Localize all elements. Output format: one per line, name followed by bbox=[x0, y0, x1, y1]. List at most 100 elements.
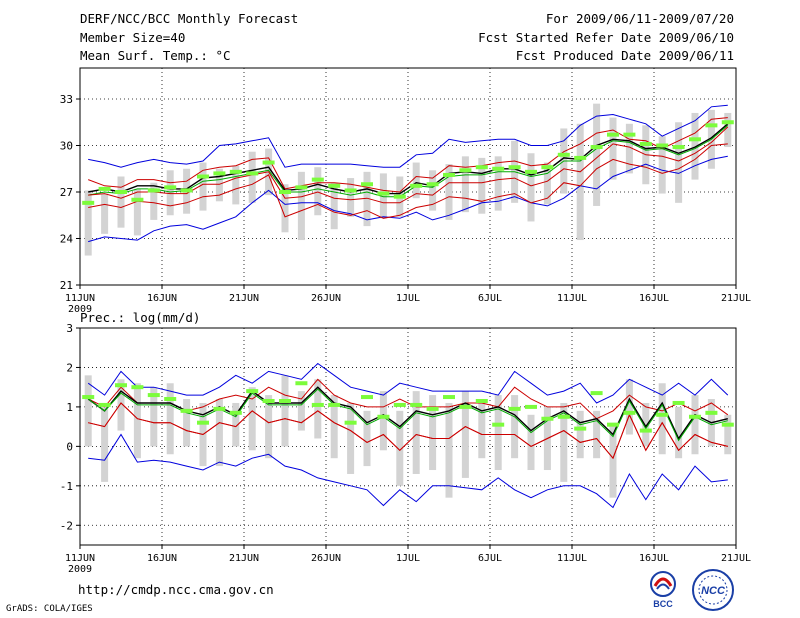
temp-ytick-label: 27 bbox=[60, 186, 73, 199]
temp-box bbox=[412, 162, 420, 199]
prec-marker bbox=[541, 416, 554, 421]
prec-box bbox=[396, 410, 404, 486]
prec-marker bbox=[197, 420, 209, 425]
prec-marker bbox=[115, 383, 127, 388]
prec-box bbox=[642, 402, 650, 447]
temp-xtick-label: 21JUN bbox=[229, 293, 259, 304]
prec-xtick-label: 21JUL bbox=[721, 553, 751, 564]
header-line1-right: For 2009/06/11-2009/07/20 bbox=[545, 11, 734, 26]
prec-box bbox=[248, 387, 256, 451]
prec-marker bbox=[180, 408, 193, 413]
prec-marker bbox=[639, 428, 652, 433]
temp-marker bbox=[721, 120, 734, 125]
header-line2-right: Fcst Started Refer Date 2009/06/10 bbox=[478, 30, 734, 45]
prec-marker bbox=[262, 398, 275, 403]
prec-marker bbox=[229, 410, 242, 415]
prec-xtick-label: 6JUL bbox=[478, 553, 502, 564]
prec-marker bbox=[295, 381, 308, 386]
temp-marker bbox=[426, 182, 439, 187]
temp-box bbox=[232, 165, 240, 205]
prec-line-spread-hi bbox=[87, 378, 729, 420]
prec-box bbox=[232, 402, 240, 447]
temp-marker bbox=[295, 185, 308, 190]
temp-box bbox=[543, 162, 551, 205]
temp-marker bbox=[393, 194, 406, 199]
temp-box bbox=[724, 112, 732, 148]
prec-xtick-label: 11JUN bbox=[65, 553, 95, 564]
temp-marker bbox=[557, 152, 570, 157]
prec-box bbox=[347, 402, 355, 474]
temp-xtick-label: 11JUL bbox=[557, 293, 587, 304]
temp-box bbox=[527, 153, 535, 222]
header-line3-right: Fcst Produced Date 2009/06/11 bbox=[515, 48, 734, 63]
temp-line-upper bbox=[88, 104, 728, 168]
prec-box bbox=[445, 402, 453, 498]
temp-line-spread-lo bbox=[88, 126, 729, 204]
prec-xtick-label: 21JUN bbox=[229, 553, 259, 564]
prec-box bbox=[494, 395, 502, 471]
temp-box bbox=[478, 157, 486, 214]
temp-line-mean bbox=[88, 123, 729, 195]
prec-line-mean bbox=[87, 386, 728, 440]
prec-line-min bbox=[88, 402, 728, 460]
temp-marker bbox=[328, 183, 341, 188]
prec-marker bbox=[557, 414, 570, 419]
prec-box bbox=[183, 399, 191, 447]
temp-marker bbox=[197, 174, 209, 179]
prec-box bbox=[560, 402, 568, 482]
temp-box bbox=[133, 188, 141, 236]
prec-marker bbox=[623, 410, 636, 415]
temp-box bbox=[347, 178, 355, 217]
prec-marker bbox=[393, 402, 406, 407]
prec-marker bbox=[164, 397, 177, 402]
prec-ytick-label: -1 bbox=[60, 480, 73, 493]
prec-box bbox=[265, 395, 273, 459]
temp-marker bbox=[279, 190, 291, 194]
prec-marker bbox=[426, 406, 439, 411]
prec-box bbox=[84, 375, 92, 447]
prec-marker bbox=[147, 393, 160, 398]
source-url[interactable]: http://cmdp.ncc.cma.gov.cn bbox=[78, 582, 274, 597]
prec-marker bbox=[344, 420, 357, 425]
temp-marker bbox=[705, 123, 718, 128]
temp-box bbox=[379, 173, 387, 219]
temp-panel: 21 24 27 30 33 11JUN 16JUN 21JUN 26JUN 1JUL 6JUL 11… bbox=[60, 67, 751, 315]
prec-marker bbox=[361, 395, 373, 400]
temp-box bbox=[314, 167, 322, 216]
prec-year-label: 2009 bbox=[68, 564, 92, 575]
prec-xtick-label: 16JUN bbox=[147, 553, 177, 564]
temp-marker bbox=[574, 155, 587, 160]
prec-panel-title: Prec.: log(mm/d) bbox=[80, 310, 200, 325]
prec-box bbox=[297, 391, 305, 431]
temp-box bbox=[199, 162, 207, 211]
prec-box bbox=[461, 391, 469, 478]
temp-marker bbox=[475, 165, 488, 170]
temp-box bbox=[691, 112, 699, 180]
prec-box bbox=[576, 410, 584, 459]
temp-box bbox=[576, 123, 584, 241]
temp-marker bbox=[623, 132, 636, 137]
temp-marker bbox=[82, 200, 95, 205]
temp-box bbox=[215, 168, 223, 202]
prec-xtick-label: 11JUL bbox=[557, 553, 587, 564]
temp-marker bbox=[639, 141, 652, 146]
prec-xtick-label: 1JUL bbox=[396, 553, 420, 564]
temp-box bbox=[101, 193, 109, 234]
prec-marker bbox=[246, 389, 259, 394]
prec-marker bbox=[98, 402, 111, 407]
temp-marker bbox=[213, 171, 226, 176]
temp-marker bbox=[443, 172, 455, 177]
prec-box bbox=[281, 375, 289, 447]
prec-marker bbox=[377, 414, 390, 419]
temp-marker bbox=[656, 143, 669, 148]
prec-ytick-label: -2 bbox=[60, 519, 73, 532]
prec-marker bbox=[508, 406, 521, 411]
temp-box bbox=[675, 122, 683, 203]
temp-box bbox=[494, 156, 502, 211]
prec-marker bbox=[656, 412, 669, 417]
prec-marker bbox=[311, 402, 324, 407]
temp-marker bbox=[246, 171, 259, 176]
temp-marker bbox=[262, 160, 275, 165]
prec-ytick-label: 1 bbox=[66, 401, 73, 414]
